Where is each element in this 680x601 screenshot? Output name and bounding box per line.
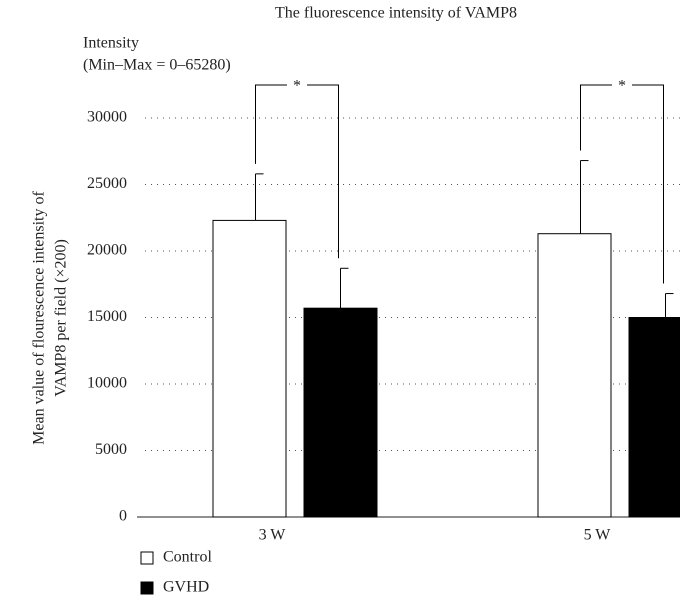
chart-title: The fluorescence intensity of VAMP8	[275, 5, 517, 22]
legend-swatch	[140, 581, 154, 595]
legend-label: GVHD	[163, 579, 209, 596]
significance-label: *	[618, 78, 626, 95]
y-axis-label: VAMP8 per field (×200)	[53, 239, 70, 397]
legend-label: Control	[163, 549, 212, 566]
y-axis-label: Mean value of flourescence intensity of	[31, 190, 48, 444]
legend-swatch	[140, 551, 154, 565]
y-tick-label: 10000	[87, 375, 127, 392]
bar	[628, 317, 680, 518]
significance-label: *	[293, 78, 301, 95]
annotation: (Min–Max = 0–65280)	[83, 57, 231, 74]
y-tick-label: 30000	[87, 109, 127, 126]
bar	[537, 233, 612, 518]
y-tick-label: 5000	[95, 441, 127, 458]
y-tick-label: 25000	[87, 175, 127, 192]
bar	[303, 307, 378, 518]
y-tick-label: 0	[119, 508, 127, 525]
x-tick-label: 3 W	[259, 527, 287, 544]
annotation: Intensity	[83, 35, 139, 52]
y-tick-label: 15000	[87, 308, 127, 325]
significance-bracket	[580, 84, 664, 284]
y-tick-label: 20000	[87, 242, 127, 259]
x-tick-label: 5 W	[584, 527, 612, 544]
bar	[212, 219, 287, 518]
significance-bracket	[255, 84, 339, 259]
